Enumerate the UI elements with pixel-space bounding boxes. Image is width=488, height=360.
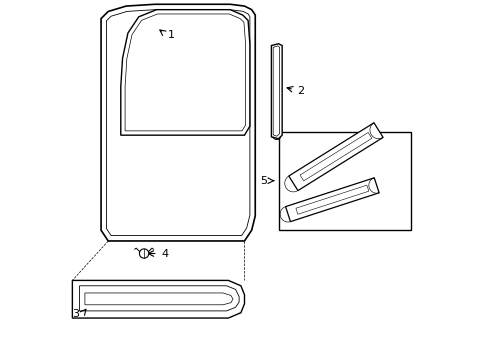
Polygon shape xyxy=(72,280,244,318)
Text: 3: 3 xyxy=(72,310,80,319)
Text: 5: 5 xyxy=(259,176,266,186)
Polygon shape xyxy=(288,123,382,190)
Text: 2: 2 xyxy=(297,86,304,96)
Polygon shape xyxy=(271,44,282,139)
Polygon shape xyxy=(285,178,378,222)
Bar xyxy=(278,132,410,230)
Circle shape xyxy=(139,249,148,258)
Polygon shape xyxy=(101,4,255,241)
Text: 1: 1 xyxy=(167,30,174,40)
Text: 4: 4 xyxy=(161,248,168,258)
Polygon shape xyxy=(121,10,249,135)
